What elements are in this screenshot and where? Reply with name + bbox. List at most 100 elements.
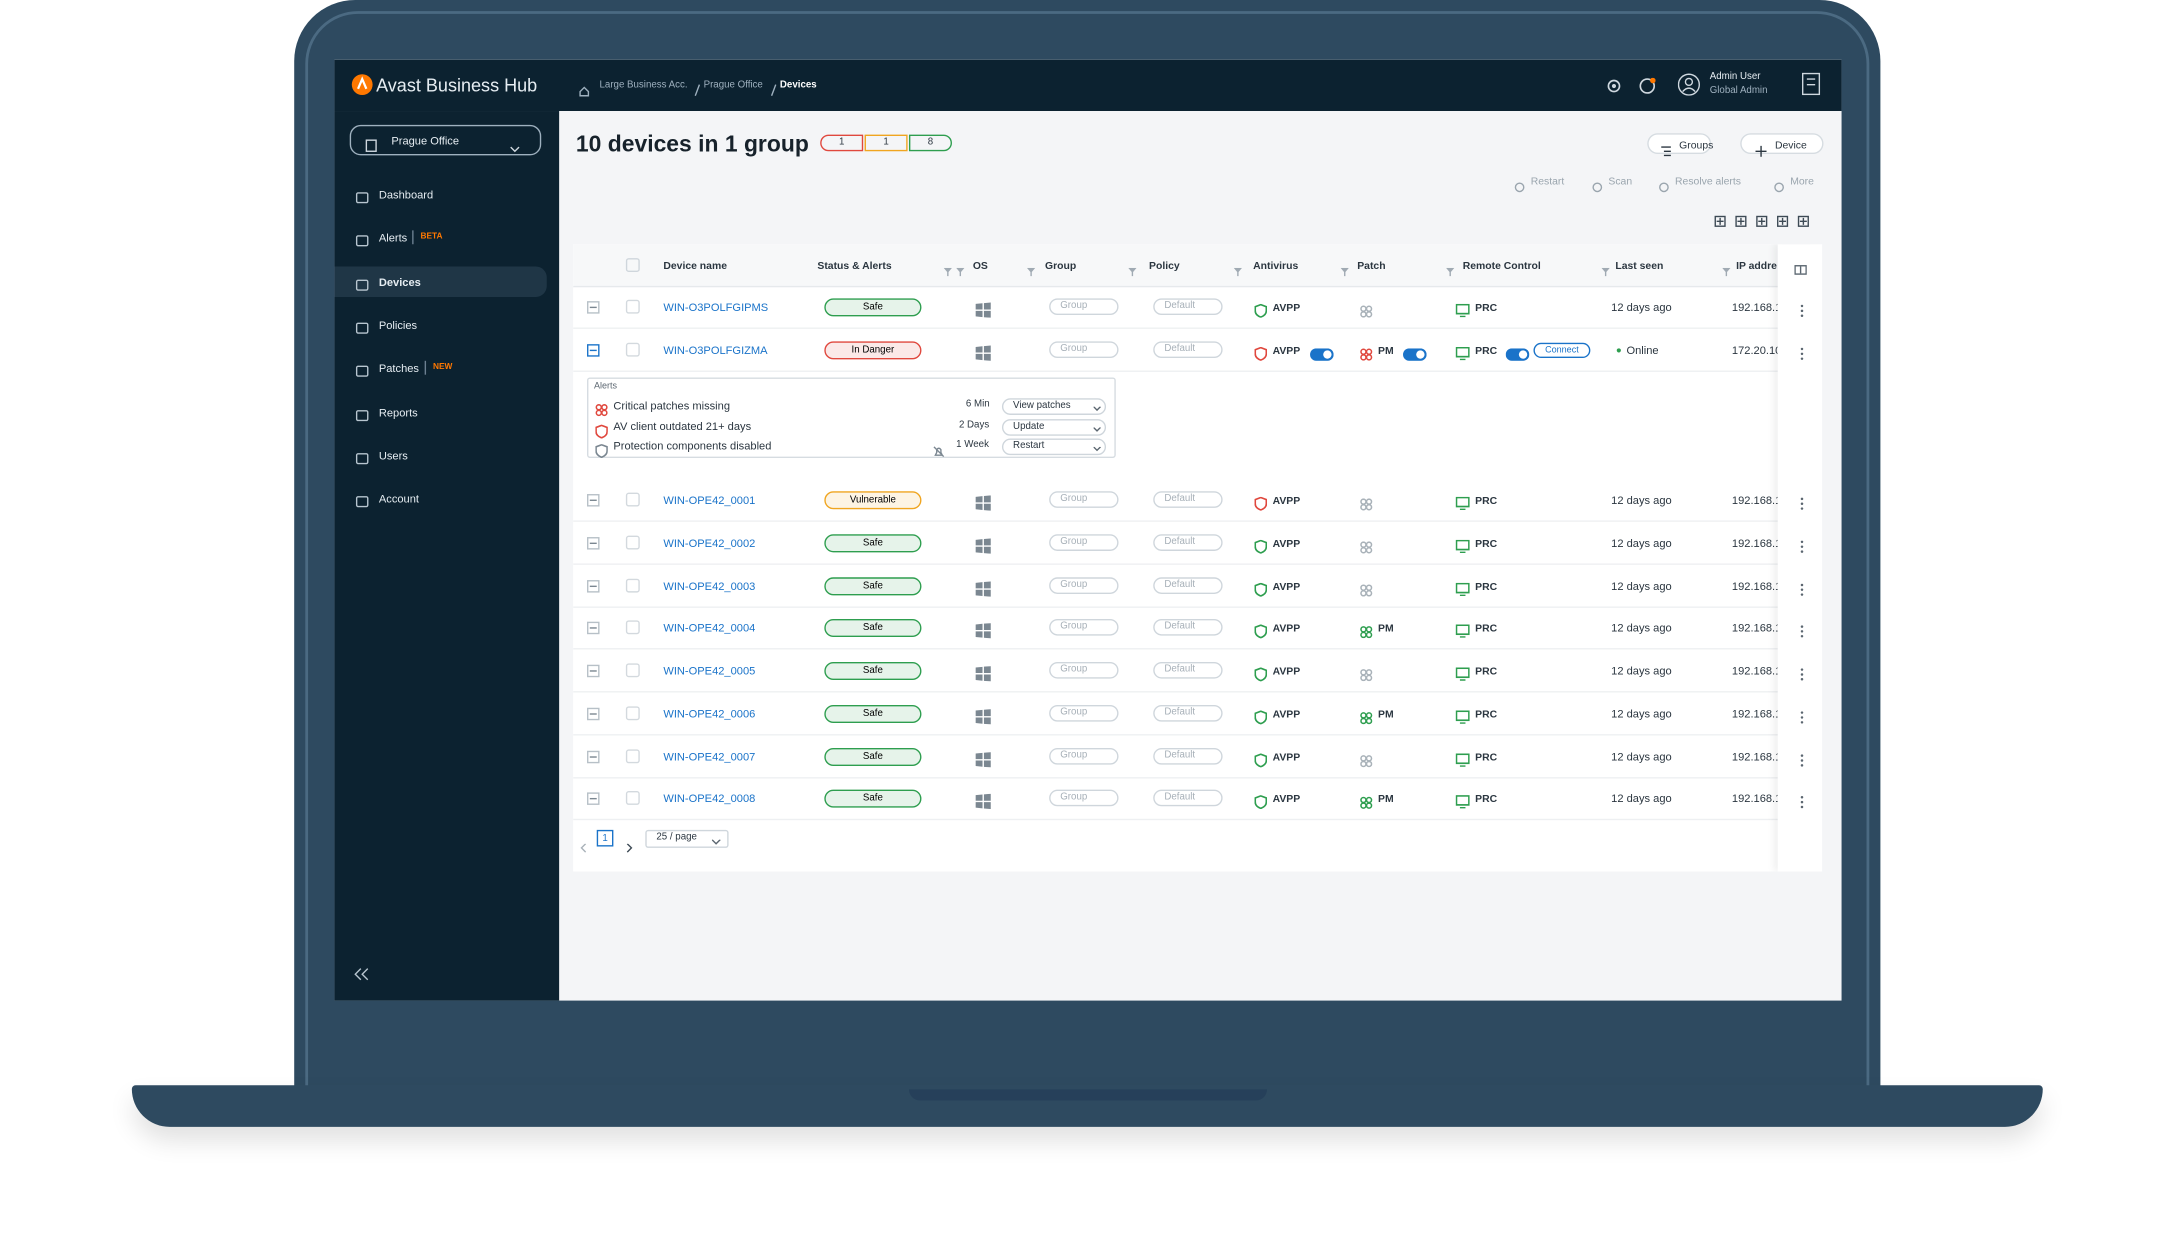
- column-header[interactable]: IP addre: [1736, 259, 1777, 272]
- expand-toggle[interactable]: [587, 707, 600, 720]
- row-menu[interactable]: [1800, 343, 1804, 368]
- device-name[interactable]: WIN-OPE42_0006: [663, 707, 756, 720]
- row-menu[interactable]: [1800, 621, 1804, 646]
- device-name[interactable]: WIN-OPE42_0003: [663, 579, 756, 592]
- status-pill[interactable]: Safe: [824, 661, 922, 680]
- column-header[interactable]: Policy: [1149, 259, 1180, 272]
- row-checkbox[interactable]: [625, 620, 640, 635]
- row-menu[interactable]: [1800, 663, 1804, 688]
- device-name[interactable]: WIN-OPE42_0005: [663, 664, 756, 678]
- policy-select[interactable]: Default: [1153, 789, 1223, 807]
- column-header[interactable]: Status & Alerts: [817, 259, 892, 272]
- device-name[interactable]: WIN-O3POLFGIZMA: [663, 344, 768, 357]
- column-header[interactable]: Remote Control: [1462, 259, 1541, 272]
- row-checkbox[interactable]: [625, 748, 640, 763]
- page-size-select[interactable]: 25 / page: [645, 829, 729, 848]
- policy-select[interactable]: Default: [1153, 491, 1223, 508]
- status-pill[interactable]: Safe: [824, 789, 922, 809]
- header-button[interactable]: Groups: [1647, 133, 1713, 157]
- nav-item[interactable]: Users: [378, 449, 408, 462]
- row-menu[interactable]: [1800, 493, 1804, 518]
- toggle-switch[interactable]: [1403, 343, 1427, 368]
- nav-item[interactable]: Devices: [378, 275, 421, 289]
- policy-select[interactable]: Default: [1153, 298, 1223, 316]
- breadcrumb-item[interactable]: Large Business Acc.: [599, 80, 688, 91]
- policy-select[interactable]: Default: [1153, 704, 1223, 722]
- breadcrumb-item[interactable]: Prague Office: [703, 80, 763, 91]
- status-pill[interactable]: Safe: [824, 576, 922, 595]
- row-menu[interactable]: [1800, 578, 1804, 603]
- device-name[interactable]: WIN-OPE42_0004: [663, 622, 756, 635]
- device-name[interactable]: WIN-OPE42_0001: [663, 494, 756, 507]
- column-toggle[interactable]: [1777, 244, 1823, 872]
- row-checkbox[interactable]: [625, 535, 640, 550]
- expand-toggle[interactable]: [587, 344, 600, 357]
- column-header[interactable]: OS: [972, 259, 988, 272]
- expand-toggle[interactable]: [587, 622, 600, 635]
- policy-select[interactable]: Default: [1153, 661, 1223, 679]
- column-header[interactable]: Group: [1044, 259, 1077, 272]
- expand-toggle[interactable]: [587, 494, 600, 507]
- group-select[interactable]: Group: [1049, 576, 1119, 594]
- group-select[interactable]: Group: [1049, 789, 1119, 807]
- device-name[interactable]: WIN-OPE42_0002: [663, 536, 756, 550]
- policy-select[interactable]: Default: [1153, 576, 1223, 594]
- expand-toggle[interactable]: [587, 579, 600, 592]
- column-header[interactable]: Last seen: [1615, 259, 1664, 272]
- expand-toggle[interactable]: [587, 301, 600, 314]
- policy-select[interactable]: Default: [1153, 747, 1223, 764]
- status-pill[interactable]: Safe: [824, 704, 922, 723]
- alert-action[interactable]: Update: [1001, 418, 1107, 436]
- action-button[interactable]: Restart: [1530, 174, 1565, 188]
- connect-button[interactable]: Connect: [1533, 342, 1591, 359]
- group-select[interactable]: Group: [1049, 704, 1119, 722]
- status-count[interactable]: 1: [864, 134, 908, 152]
- current-page[interactable]: 1: [596, 829, 614, 847]
- policy-select[interactable]: Default: [1153, 341, 1223, 359]
- column-header[interactable]: Device name: [663, 259, 728, 272]
- row-menu[interactable]: [1800, 300, 1804, 325]
- toggle-switch[interactable]: [1505, 343, 1530, 368]
- group-select[interactable]: Group: [1049, 491, 1119, 508]
- row-checkbox[interactable]: [625, 663, 640, 678]
- nav-item[interactable]: Policies: [378, 319, 418, 332]
- status-pill[interactable]: Safe: [824, 747, 922, 766]
- nav-item[interactable]: Dashboard: [378, 188, 434, 202]
- status-count[interactable]: 1: [820, 134, 864, 152]
- column-header[interactable]: Antivirus: [1253, 259, 1299, 272]
- group-select[interactable]: Group: [1049, 619, 1119, 636]
- action-button[interactable]: More: [1790, 174, 1814, 188]
- status-pill[interactable]: In Danger: [824, 341, 922, 360]
- row-menu[interactable]: [1800, 791, 1804, 816]
- policy-select[interactable]: Default: [1153, 619, 1223, 636]
- status-pill[interactable]: Safe: [824, 619, 922, 638]
- expand-toggle[interactable]: [587, 536, 600, 550]
- nav-item[interactable]: Alerts: [378, 232, 408, 245]
- status-pill[interactable]: Vulnerable: [824, 491, 922, 510]
- alert-action[interactable]: Restart: [1001, 438, 1107, 456]
- header-button[interactable]: Device: [1740, 133, 1824, 157]
- device-name[interactable]: WIN-OPE42_0007: [663, 750, 756, 763]
- group-select[interactable]: Group: [1049, 298, 1119, 316]
- row-checkbox[interactable]: [625, 578, 640, 592]
- expand-toggle[interactable]: [587, 792, 600, 806]
- header-checkbox[interactable]: [625, 258, 640, 272]
- group-select[interactable]: Group: [1049, 661, 1119, 679]
- policy-select[interactable]: Default: [1153, 533, 1223, 551]
- device-name[interactable]: WIN-O3POLFGIPMS: [663, 301, 769, 314]
- alert-action[interactable]: View patches: [1001, 398, 1107, 415]
- row-checkbox[interactable]: [625, 492, 640, 507]
- group-select[interactable]: Group: [1049, 533, 1119, 551]
- row-menu[interactable]: [1800, 706, 1804, 731]
- nav-item[interactable]: Reports: [378, 405, 418, 419]
- column-header[interactable]: Patch: [1357, 259, 1386, 272]
- row-menu[interactable]: [1800, 749, 1804, 774]
- toggle-switch[interactable]: [1310, 343, 1334, 368]
- group-select[interactable]: Group: [1049, 341, 1119, 359]
- site-selector[interactable]: Prague Office: [349, 124, 542, 156]
- action-button[interactable]: Scan: [1608, 174, 1633, 188]
- row-menu[interactable]: [1800, 535, 1804, 560]
- action-button[interactable]: Resolve alerts: [1675, 174, 1741, 188]
- status-pill[interactable]: Safe: [824, 298, 922, 317]
- nav-item[interactable]: Account: [378, 492, 419, 506]
